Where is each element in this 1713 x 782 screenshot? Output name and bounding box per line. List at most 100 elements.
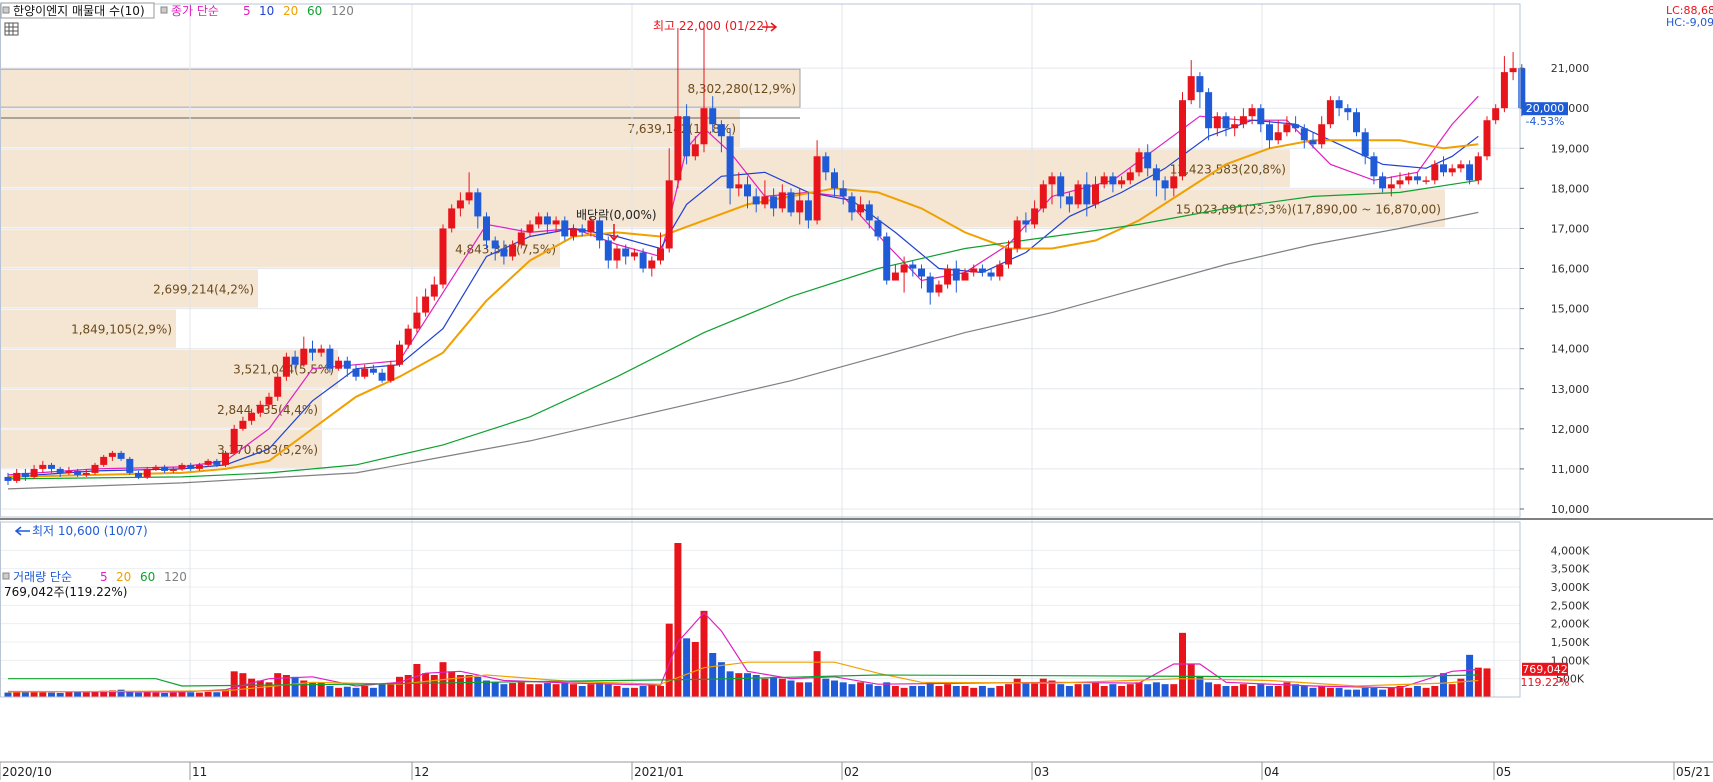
candle-body [1353,112,1360,133]
volume-profile-label: 13,423,583(20,8%) [1170,162,1286,176]
candle-body [178,464,186,469]
x-axis-label: 2021/01 [634,765,684,779]
volume-bar [665,623,673,697]
candle-body [1431,164,1439,181]
candle-layer [4,28,1526,485]
candle-body [657,248,664,261]
candle-body [1161,180,1169,189]
volume-bar [648,684,656,697]
volume-bar [187,692,195,697]
candle-body [378,372,386,381]
volume-bar [1109,684,1117,697]
volume-bar [1387,687,1395,697]
volume-bar [456,675,464,697]
candle-body [578,228,586,233]
candle-body [65,470,73,473]
candle-body [1187,76,1195,101]
ma-legend-period: 120 [331,4,354,18]
candle-body [665,180,673,249]
volume-bar [726,671,734,697]
candle-body [195,464,203,469]
volume-tick-label: 3,000K [1551,581,1590,594]
candle-body [1065,196,1073,205]
candle-body [430,284,438,297]
volume-bar [195,692,203,697]
candle-body [352,368,360,377]
volume-bar [1048,680,1056,697]
volume-bar [1100,686,1108,697]
high-arrow [762,22,778,32]
candle-body [387,364,395,381]
volume-bar [1422,687,1430,697]
volume-legend-toggle-icon [2,572,10,580]
volume-profile-band [0,349,338,388]
candle-body [735,184,743,189]
volume-bar [1126,684,1134,697]
volume-bar [761,678,769,697]
volume-bar [891,686,899,697]
candle-body [935,284,943,293]
volume-ma-layer [7,611,1479,693]
candle-body [570,228,577,237]
dividend-arrow [609,224,619,242]
volume-tick-label: 4,000K [1551,544,1590,557]
candle-body [1005,248,1012,265]
candle-body [639,252,647,269]
volume-bar [1474,667,1482,697]
candle-body [248,412,256,421]
candle-body [135,472,142,477]
candle-body [770,196,778,209]
volume-bar [996,686,1004,697]
volume-bar [604,684,612,697]
candle-body [1457,164,1465,169]
candle-body [630,252,638,257]
volume-bar [926,682,934,697]
volume-bar [700,610,708,697]
candle-body [1440,164,1447,173]
candle-body [13,472,21,481]
candle-body [1309,140,1317,145]
candle-body [1361,132,1369,157]
volume-bar [335,687,343,697]
main-legend-box [0,2,155,19]
ma-legend-label: 종가 단순 [171,4,219,18]
volume-tick-label: 1,500K [1551,636,1590,649]
table-icon [4,22,19,36]
volume-bar [1239,684,1247,697]
volume-bar [1318,686,1326,697]
volume-bar [874,686,882,697]
volume-ma-line-5 [7,611,1479,693]
volume-bar [13,691,21,697]
volume-bar [552,684,560,697]
volume-bar [509,683,517,697]
volume-bar [404,675,412,697]
candle-body [1500,72,1508,109]
axes-layer: 10,000 11,000 12,000 13,000 14,000 15,000 16,0… [0,3,1713,780]
volume-profile-label: 8,302,280(12,9%) [687,82,796,96]
volume-bar [491,682,499,697]
ma-legend-period: 5 [243,4,251,18]
price-tick-label: 19,000 [1551,142,1590,155]
volume-bar [1039,678,1047,697]
volume-bar [1309,687,1317,697]
candle-body [39,464,47,469]
volume-ma-legend-period: 60 [140,570,155,584]
candle-body [622,248,630,257]
volume-bar [1344,689,1352,697]
candle-body [4,476,12,481]
candle-body [1109,176,1117,185]
volume-bar [230,671,238,697]
candle-body [422,296,430,313]
volume-bar [74,691,82,697]
candle-body [613,248,621,261]
candle-body [1092,184,1099,205]
candle-body [1466,164,1474,181]
price-tick-label: 21,000 [1551,62,1590,75]
volume-bar [161,692,169,697]
candle-body [456,200,464,209]
candle-body [56,468,64,473]
volume-profile-label: 2,844,735(4,4%) [217,403,318,417]
candle-body [535,216,543,225]
volume-bar [709,653,717,697]
